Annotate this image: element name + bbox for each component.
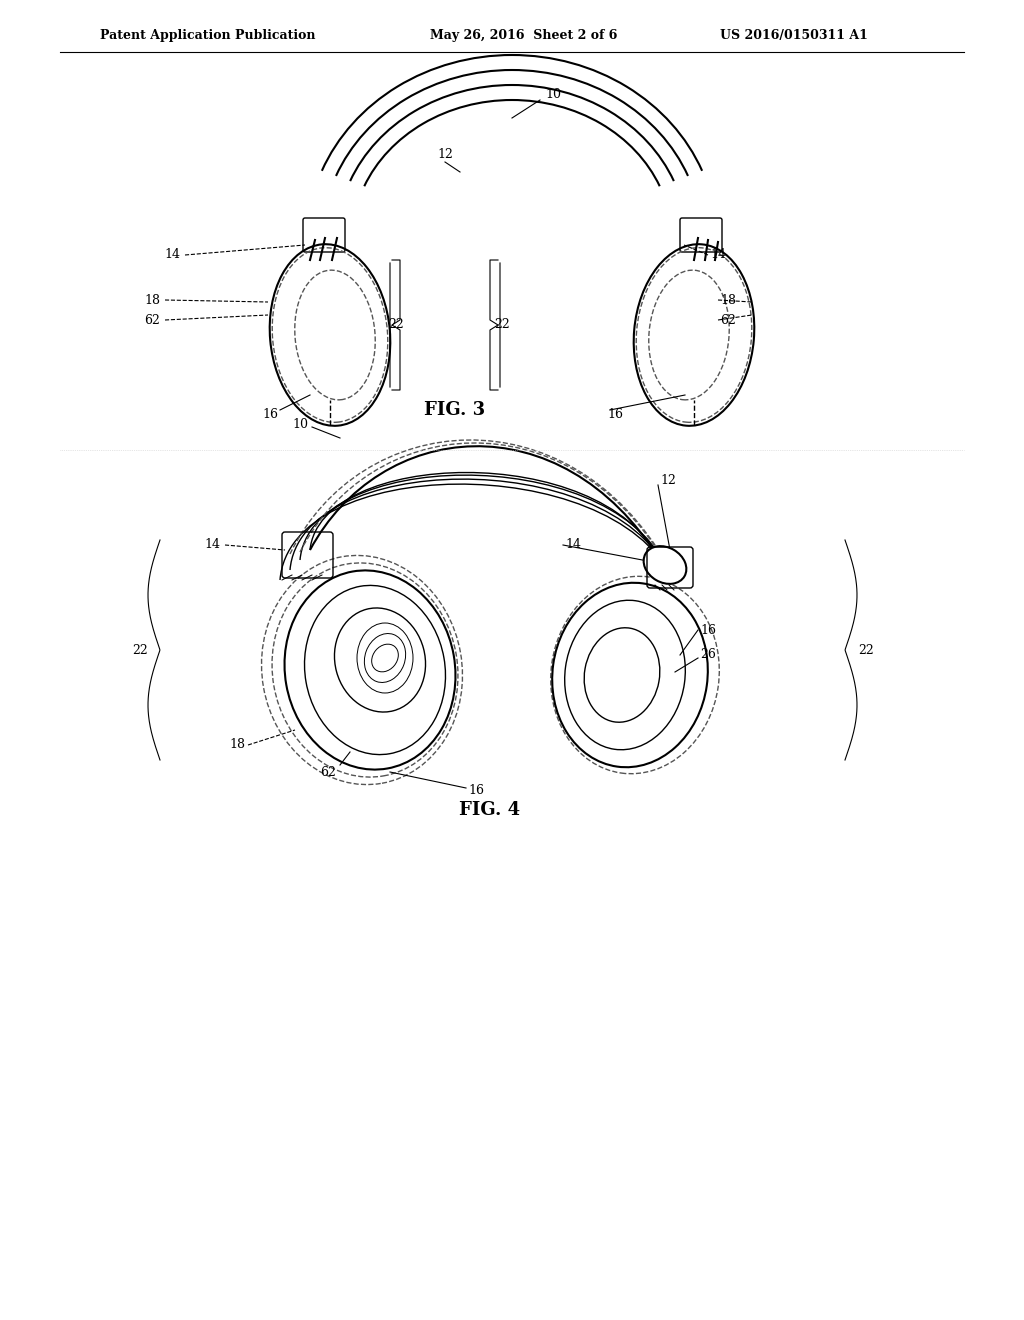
Text: 22: 22	[858, 644, 873, 656]
Text: 10: 10	[292, 418, 308, 432]
Text: 18: 18	[720, 293, 736, 306]
Text: 22: 22	[495, 318, 510, 331]
Text: 16: 16	[700, 623, 716, 636]
Text: 12: 12	[660, 474, 676, 487]
Text: 14: 14	[204, 539, 220, 552]
Text: 10: 10	[545, 88, 561, 102]
Text: FIG. 4: FIG. 4	[460, 801, 520, 818]
Text: 14: 14	[710, 248, 726, 261]
Text: 26: 26	[700, 648, 716, 661]
Text: 16: 16	[468, 784, 484, 796]
Text: 16: 16	[262, 408, 278, 421]
Text: US 2016/0150311 A1: US 2016/0150311 A1	[720, 29, 868, 41]
Text: 16: 16	[607, 408, 623, 421]
Text: 62: 62	[720, 314, 736, 326]
Text: 22: 22	[388, 318, 403, 331]
Text: Patent Application Publication: Patent Application Publication	[100, 29, 315, 41]
Ellipse shape	[644, 546, 686, 583]
Text: 62: 62	[321, 766, 336, 779]
Text: May 26, 2016  Sheet 2 of 6: May 26, 2016 Sheet 2 of 6	[430, 29, 617, 41]
Text: FIG. 3: FIG. 3	[424, 401, 485, 418]
Text: 12: 12	[437, 149, 453, 161]
Text: 22: 22	[132, 644, 148, 656]
Text: 14: 14	[565, 539, 581, 552]
Text: 18: 18	[229, 738, 245, 751]
Text: 14: 14	[164, 248, 180, 261]
Text: 18: 18	[144, 293, 160, 306]
Text: 62: 62	[144, 314, 160, 326]
